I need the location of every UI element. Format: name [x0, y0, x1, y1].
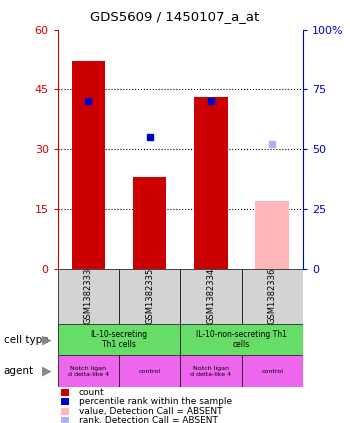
- Bar: [58, 269, 119, 324]
- Text: control: control: [139, 369, 161, 374]
- Text: cell type: cell type: [4, 335, 48, 345]
- Text: GSM1382333: GSM1382333: [84, 268, 93, 324]
- Text: Notch ligan
d delta-like 4: Notch ligan d delta-like 4: [68, 366, 109, 376]
- Bar: [58, 355, 119, 387]
- Text: percentile rank within the sample: percentile rank within the sample: [79, 397, 232, 407]
- Bar: [119, 355, 180, 387]
- Text: Notch ligan
d delta-like 4: Notch ligan d delta-like 4: [190, 366, 231, 376]
- Bar: [180, 269, 241, 324]
- Bar: [255, 201, 289, 269]
- Bar: [194, 97, 228, 269]
- Text: count: count: [79, 388, 104, 397]
- Bar: [133, 177, 167, 269]
- Bar: [241, 355, 303, 387]
- Bar: [180, 324, 303, 355]
- Bar: [241, 269, 303, 324]
- Text: ▶: ▶: [42, 333, 52, 346]
- Text: IL-10-non-secreting Th1
cells: IL-10-non-secreting Th1 cells: [196, 330, 287, 349]
- Text: value, Detection Call = ABSENT: value, Detection Call = ABSENT: [79, 407, 222, 416]
- Text: GSM1382336: GSM1382336: [268, 268, 276, 324]
- Text: GSM1382335: GSM1382335: [145, 268, 154, 324]
- Bar: [119, 269, 180, 324]
- Text: agent: agent: [4, 366, 34, 376]
- Text: rank, Detection Call = ABSENT: rank, Detection Call = ABSENT: [79, 415, 218, 423]
- Bar: [180, 355, 241, 387]
- Bar: [58, 324, 180, 355]
- Text: IL-10-secreting
Th1 cells: IL-10-secreting Th1 cells: [90, 330, 148, 349]
- Bar: [71, 61, 105, 269]
- Text: GDS5609 / 1450107_a_at: GDS5609 / 1450107_a_at: [90, 10, 260, 22]
- Text: ▶: ▶: [42, 365, 52, 378]
- Text: GSM1382334: GSM1382334: [206, 268, 215, 324]
- Text: control: control: [261, 369, 283, 374]
